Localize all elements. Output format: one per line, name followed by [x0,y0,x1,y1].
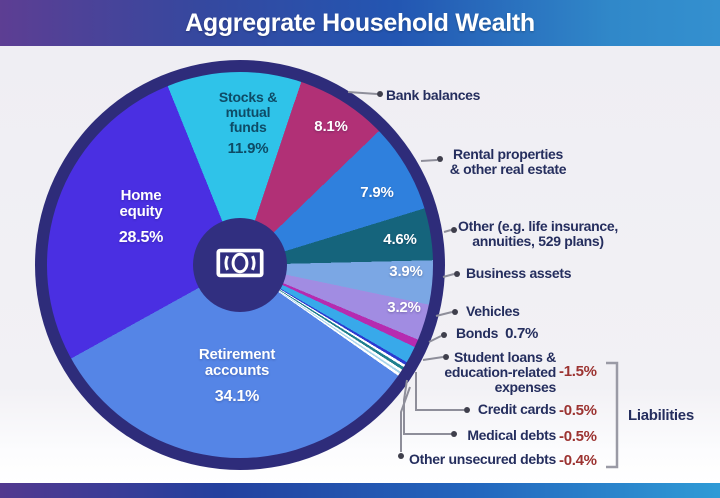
chart-area: Stocks & mutual funds 11.9% Home equity … [0,46,720,483]
slice-value-home-equity: 28.5% [118,228,164,246]
pie-chart [35,60,445,470]
callout-credit-cards-value: -0.5% [559,402,597,419]
slice-value-stocks: 11.9% [227,140,269,158]
callout-medical-debts-value: -0.5% [559,428,597,445]
slice-value-rental: 7.9% [360,184,394,201]
callout-other-assets: Other (e.g. life insurance, annuities, 5… [458,218,618,250]
pie-center-hub [193,218,287,312]
callout-bonds: Bonds 0.7% [456,325,539,342]
slice-label-retirement: Retirement accounts 34.1% [198,346,276,405]
liabilities-group-label: Liabilities [628,407,694,424]
slice-value-retirement: 34.1% [214,387,260,405]
callout-credit-cards: Credit cards [477,401,556,417]
money-banknote-icon [216,248,264,283]
callout-bonds-value: 0.7% [505,325,539,342]
callout-business-assets: Business assets [466,265,572,281]
slice-value-other: 4.6% [383,231,417,248]
page-title: Aggregrate Household Wealth [185,8,535,37]
callout-other-unsecured-debts: Other unsecured debts [409,451,556,467]
header: Aggregrate Household Wealth [0,0,720,46]
slice-value-vehicles: 3.2% [387,299,421,316]
slice-value-bank: 8.1% [314,118,348,135]
slice-label-stocks: Stocks & mutual funds 11.9% [218,89,278,158]
slice-value-business: 3.9% [389,263,423,280]
callout-student-loans-value: -1.5% [559,363,597,380]
callout-rental-properties: Rental properties & other real estate [449,146,567,178]
callout-medical-debts: Medical debts [467,427,556,443]
footer-accent-bar [0,483,720,498]
callout-student-loans: Student loans & education-related expens… [444,349,556,396]
slice-label-home-equity: Home equity 28.5% [118,187,164,246]
callout-other-unsecured-debts-value: -0.4% [559,452,597,469]
callout-bank-balances: Bank balances [386,87,481,103]
callout-vehicles: Vehicles [466,303,520,319]
